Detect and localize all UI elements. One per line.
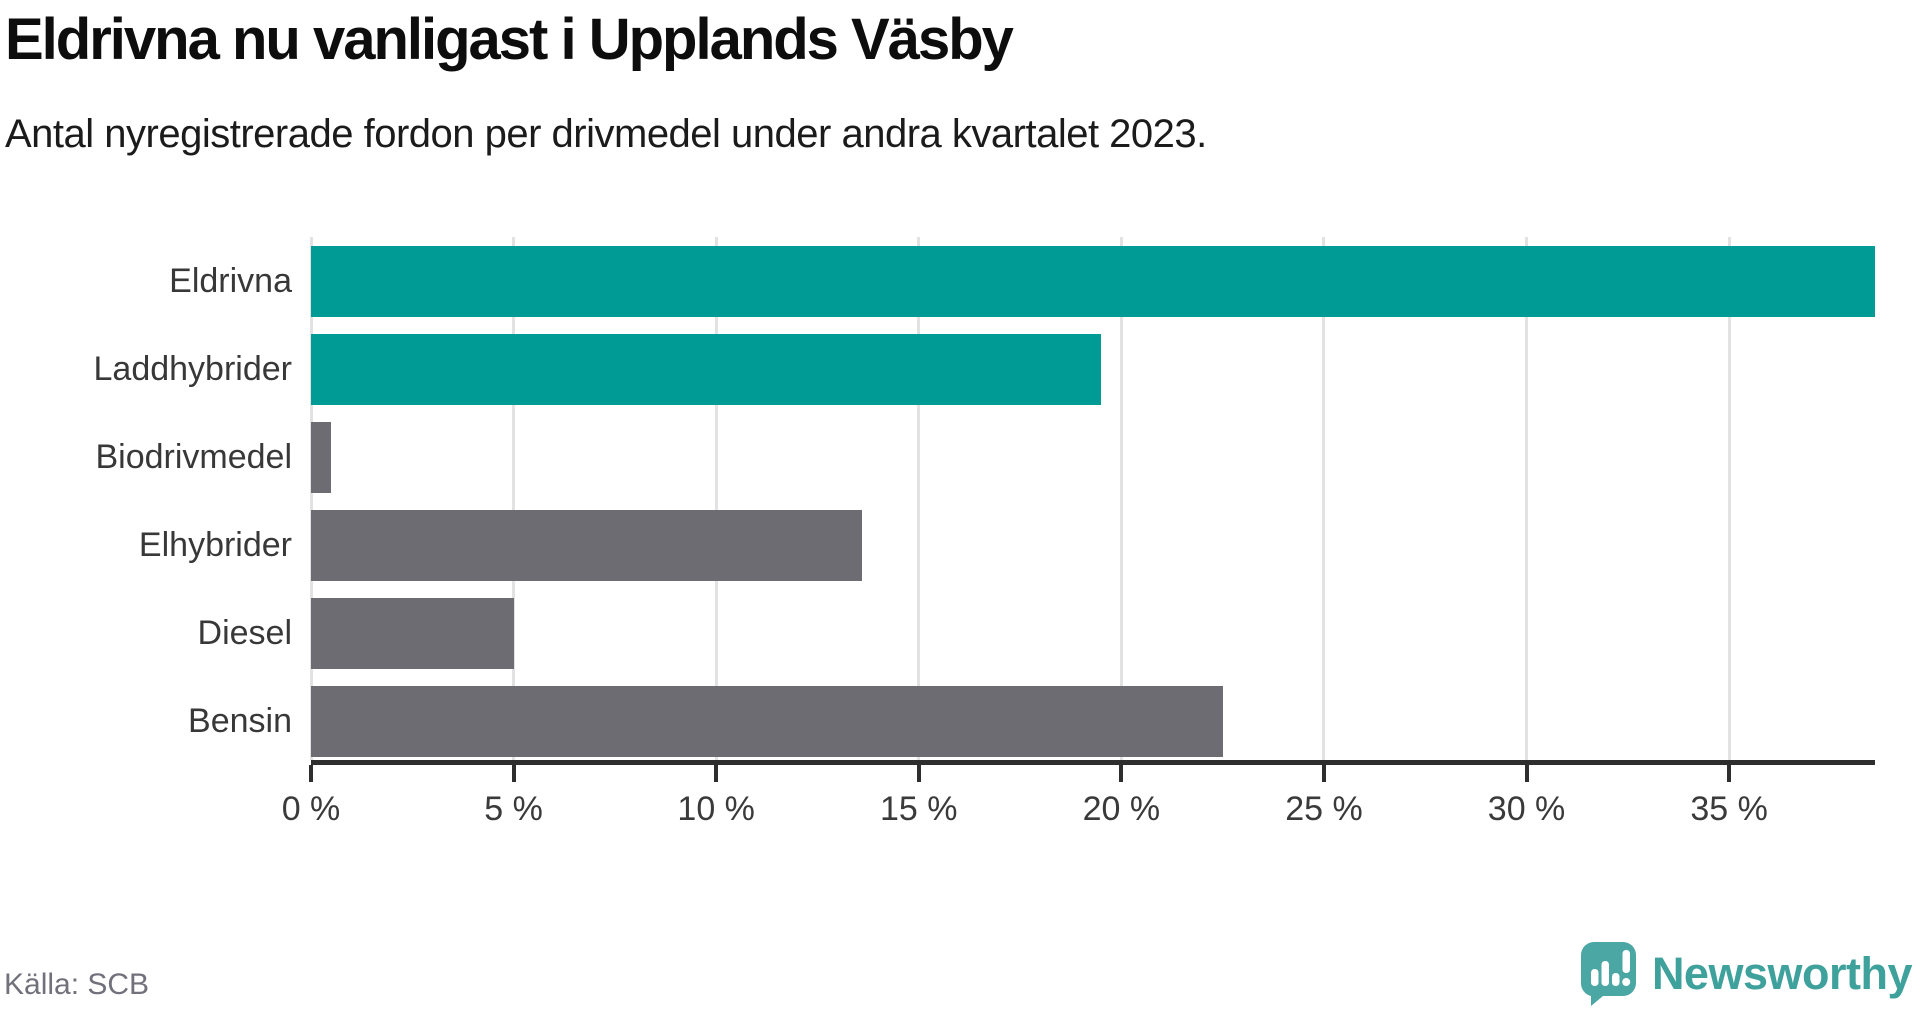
x-tick-35 xyxy=(1727,765,1732,782)
x-tick-10 xyxy=(714,765,719,782)
category-label-diesel: Diesel xyxy=(197,613,292,652)
plot-area xyxy=(309,237,1875,760)
x-tick-label-20: 20 % xyxy=(1082,790,1161,828)
x-tick-30 xyxy=(1524,765,1529,782)
x-tick-5 xyxy=(511,765,516,782)
source-note: Källa: SCB xyxy=(4,968,150,1001)
bar-laddhybrider xyxy=(311,333,1102,405)
x-axis-line xyxy=(311,760,1875,765)
gridline-0 xyxy=(309,237,313,760)
gridline-10 xyxy=(714,237,718,760)
gridline-25 xyxy=(1322,237,1326,760)
brand-name: Newsworthy xyxy=(1651,948,1913,999)
bar-elhybrider xyxy=(311,509,863,581)
category-label-bensin: Bensin xyxy=(188,701,292,740)
newsworthy-logo-icon xyxy=(1580,942,1636,1006)
gridline-20 xyxy=(1119,237,1123,760)
x-tick-label-0: 0 % xyxy=(281,790,341,828)
gridline-5 xyxy=(512,237,516,760)
bar-eldrivna xyxy=(311,245,1875,317)
bar-diesel xyxy=(311,597,514,669)
x-tick-0 xyxy=(309,765,313,782)
bar-biodrivmedel xyxy=(311,421,332,493)
chart-subtitle: Antal nyregistrerade fordon per drivmede… xyxy=(5,112,1207,156)
x-tick-20 xyxy=(1119,765,1124,782)
x-tick-25 xyxy=(1321,765,1326,782)
brand-footer: Newsworthy xyxy=(1580,942,1913,1006)
gridline-35 xyxy=(1727,237,1731,760)
category-label-elhybrider: Elhybrider xyxy=(138,525,292,564)
gridline-15 xyxy=(917,237,921,760)
x-tick-label-15: 15 % xyxy=(880,790,958,828)
x-tick-label-25: 25 % xyxy=(1285,790,1363,828)
category-label-biodrivmedel: Biodrivmedel xyxy=(95,437,292,476)
x-tick-label-10: 10 % xyxy=(677,790,755,828)
gridline-30 xyxy=(1525,237,1529,760)
x-tick-label-30: 30 % xyxy=(1487,790,1566,828)
x-tick-label-35: 35 % xyxy=(1690,790,1768,828)
x-tick-label-5: 5 % xyxy=(484,790,543,828)
category-label-eldrivna: Eldrivna xyxy=(169,261,292,300)
category-label-laddhybrider: Laddhybrider xyxy=(93,349,292,388)
x-tick-15 xyxy=(916,765,921,782)
bar-bensin xyxy=(311,685,1223,757)
chart-title: Eldrivna nu vanligast i Upplands Väsby xyxy=(5,7,1014,72)
